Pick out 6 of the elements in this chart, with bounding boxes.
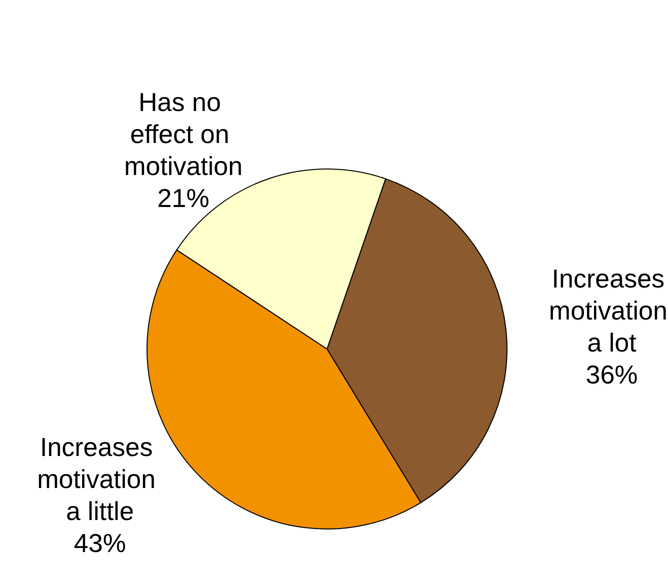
slice-label: Increases motivation a little: [37, 432, 163, 526]
data-label: 36%: [586, 359, 638, 390]
slice-label: Increases motivation a lot: [548, 263, 668, 358]
data-label: 43%: [74, 528, 126, 558]
data-label: 21%: [157, 183, 210, 214]
slice-label: Has no effect on motivation: [124, 87, 243, 182]
